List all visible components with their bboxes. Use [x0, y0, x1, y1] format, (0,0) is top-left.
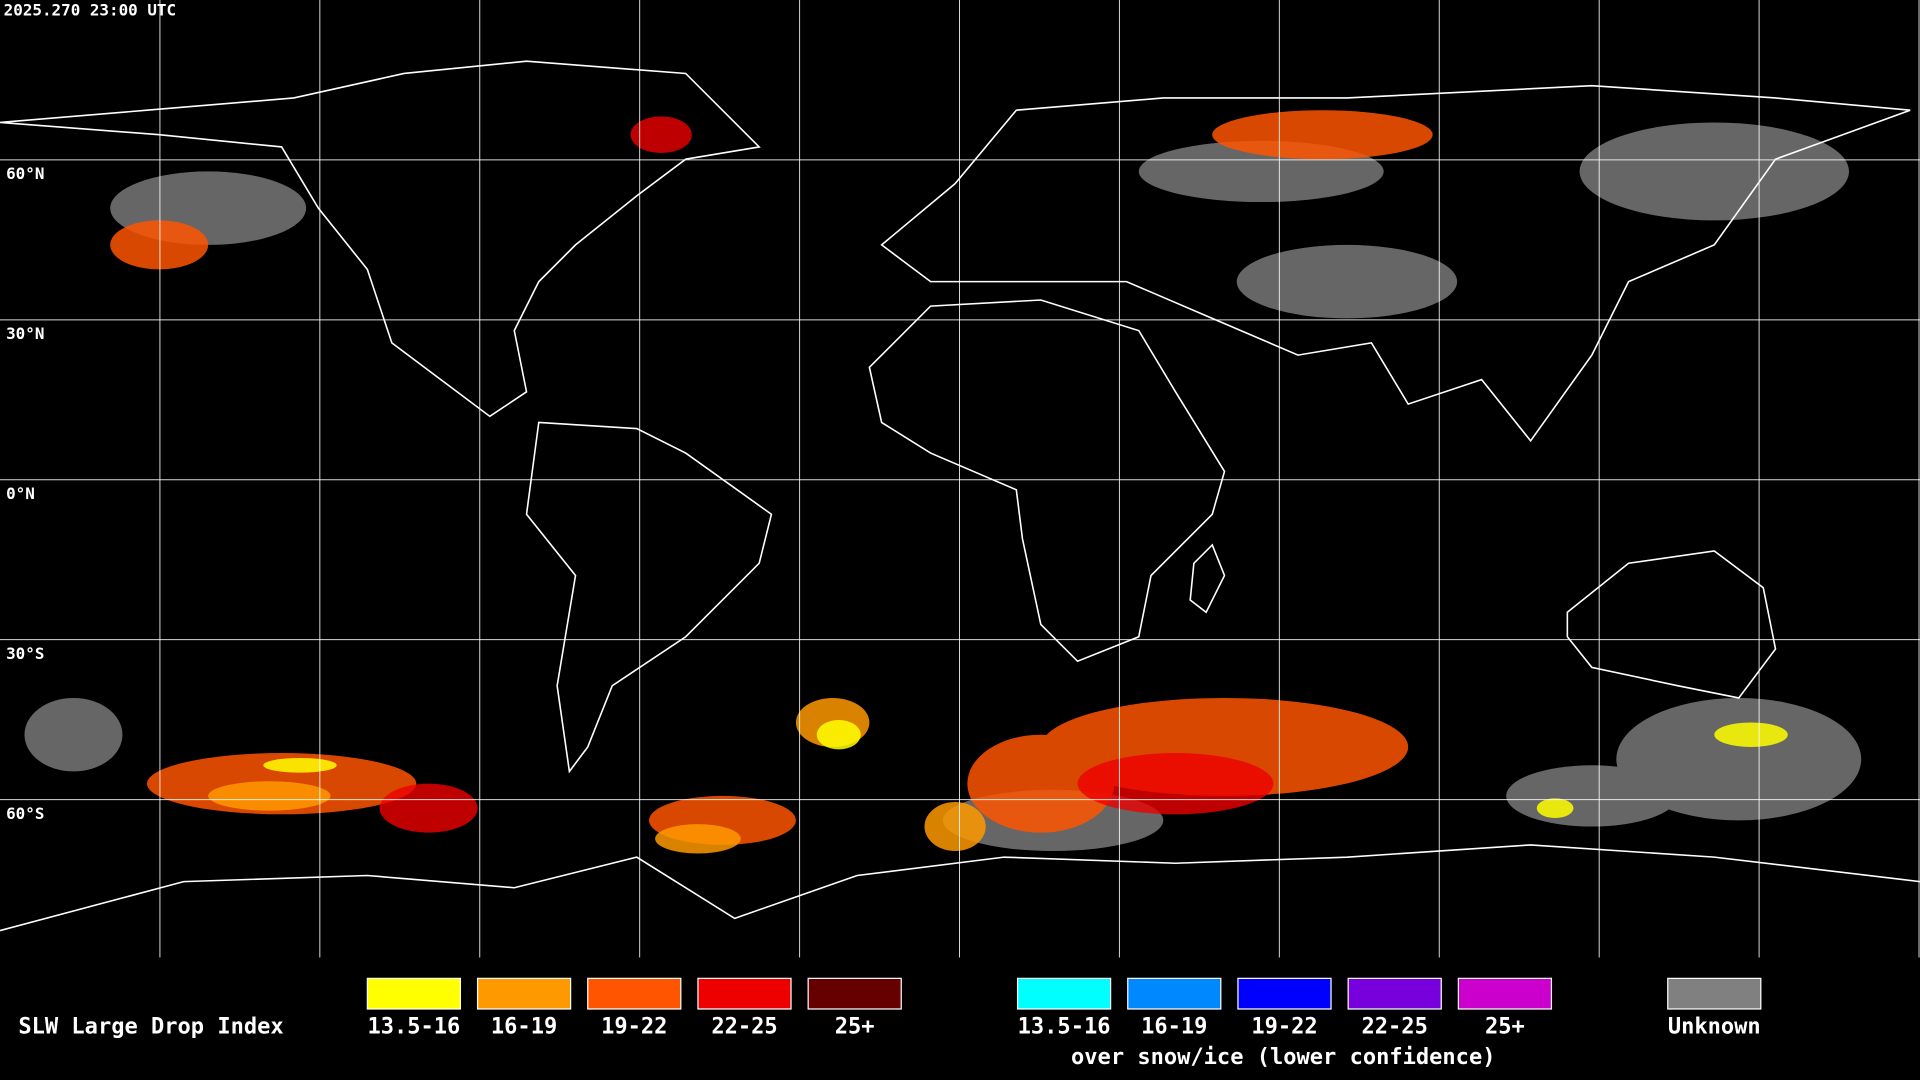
cloud-field — [24, 110, 1862, 854]
latitude-label: 0°N — [6, 484, 35, 503]
legend-label: 25+ — [835, 1014, 875, 1039]
legend-swatch — [1127, 977, 1222, 1010]
legend-label: 22-25 — [711, 1014, 777, 1039]
legend-label: 19-22 — [601, 1014, 667, 1039]
graticule — [0, 0, 1920, 958]
legend-swatch — [1016, 977, 1112, 1010]
legend-label: 16-19 — [491, 1014, 557, 1039]
legend-label: 16-19 — [1141, 1014, 1207, 1039]
legend-swatch — [1667, 977, 1762, 1010]
legend-swatch — [1237, 977, 1332, 1010]
latitude-labels: 60°N 30°N 0°N 30°S 60°S — [6, 164, 44, 823]
legend-label: Unknown — [1668, 1014, 1761, 1039]
legend-label: 13.5-16 — [1018, 1014, 1111, 1039]
legend-label: 22-25 — [1362, 1014, 1428, 1039]
legend-swatch — [587, 977, 682, 1010]
legend: 13.5-16 16-19 19-22 22-25 25+ 13.5-16 16-19 19-… — [366, 977, 1762, 1039]
legend-label: 25+ — [1485, 1014, 1525, 1039]
legend-swatch — [807, 977, 902, 1010]
legend-label: 19-22 — [1251, 1014, 1317, 1039]
timestamp: 2025.270 23:00 UTC — [4, 1, 176, 20]
latitude-label: 60°S — [6, 804, 44, 823]
legend-swatch — [1457, 977, 1553, 1010]
latitude-label: 30°N — [6, 324, 44, 343]
legend-title: SLW Large Drop Index — [18, 1014, 283, 1039]
legend-background — [0, 957, 1920, 1080]
legend-swatch — [476, 977, 572, 1010]
legend-label: 13.5-16 — [367, 1014, 460, 1039]
latitude-label: 60°N — [6, 164, 44, 183]
legend-swatch — [366, 977, 462, 1010]
legend-swatch — [1347, 977, 1442, 1010]
latitude-label: 30°S — [6, 644, 44, 663]
legend-swatch — [697, 977, 792, 1010]
snow-ice-caption: over snow/ice (lower confidence) — [1071, 1045, 1495, 1070]
coastlines — [0, 60, 1920, 932]
